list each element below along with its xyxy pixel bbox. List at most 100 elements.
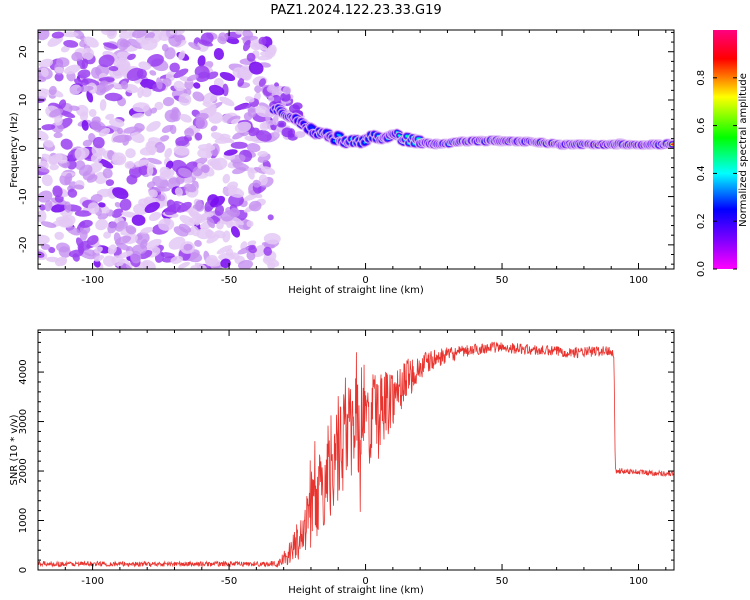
noise-blob (206, 71, 219, 80)
noise-blob (169, 62, 180, 73)
noise-blob (106, 81, 124, 89)
snr-frame (37, 329, 675, 571)
noise-blob (92, 136, 105, 149)
noise-blob (202, 102, 217, 109)
noise-blob (248, 246, 257, 254)
noise-blob (49, 164, 59, 171)
noise-blob (234, 103, 252, 110)
noise-blob (94, 246, 103, 254)
noise-blob (257, 150, 269, 157)
noise-blob (93, 259, 101, 268)
noise-blob (248, 61, 264, 75)
noise-blob (223, 149, 238, 156)
noise-blob (154, 141, 166, 153)
noise-blob (60, 45, 70, 53)
noise-blob (79, 229, 88, 241)
noise-blob (116, 127, 124, 135)
noise-blob (173, 68, 189, 79)
noise-blob (160, 30, 175, 38)
noise-blob (112, 187, 129, 200)
spectrogram-y-tick-labels: -20 -10 0 10 20 (18, 45, 29, 253)
snr-x-tick-label: 100 (629, 576, 648, 587)
noise-blob (41, 124, 56, 131)
noise-blob (54, 231, 64, 240)
noise-blob (206, 234, 220, 244)
noise-blob (131, 112, 145, 119)
spectrogram-y-axis-label: Frequency (Hz) (9, 112, 20, 188)
noise-blob (254, 85, 262, 93)
noise-blob (210, 125, 218, 132)
noise-blob (260, 51, 273, 58)
ridge-segment (336, 133, 342, 137)
noise-blob (188, 216, 207, 224)
noise-blob (194, 65, 210, 79)
noise-blob (235, 30, 243, 35)
noise-blob (119, 30, 128, 34)
noise-blob (173, 145, 190, 156)
noise-blob (48, 246, 56, 254)
noise-blob (237, 259, 254, 269)
noise-blob (38, 164, 50, 173)
noise-blob (125, 148, 136, 159)
noise-blob (268, 84, 276, 92)
noise-blob (149, 70, 157, 76)
noise-blob (119, 198, 132, 211)
noise-blob (126, 67, 144, 82)
noise-blob (268, 95, 275, 102)
noise-blob (53, 132, 63, 139)
noise-blob (220, 258, 231, 269)
snr-x-tick-label: -50 (221, 576, 237, 587)
noise-blob (164, 47, 176, 60)
spectrogram-frame (37, 29, 675, 270)
noise-blob (221, 210, 235, 222)
noise-blob (187, 207, 199, 217)
noise-blob (52, 185, 63, 198)
noise-blob (263, 246, 272, 256)
noise-blob (38, 210, 47, 223)
noise-blob (103, 42, 118, 49)
noise-blob (219, 96, 235, 107)
noise-blob (232, 67, 246, 79)
snr-series-line (38, 341, 674, 568)
noise-blob (252, 43, 268, 51)
noise-blob (83, 249, 97, 257)
spectrogram-x-tick-label: -50 (221, 275, 237, 286)
noise-blob (196, 227, 213, 240)
noise-blob (140, 37, 158, 51)
colorbar-tick-label: 0.6 (696, 118, 707, 134)
noise-blob (190, 225, 200, 237)
noise-blob (48, 85, 57, 96)
noise-blob (112, 134, 130, 143)
noise-blob (138, 164, 149, 176)
spectrogram-y-tick-label: -20 (18, 237, 29, 253)
noise-blob (214, 204, 225, 216)
noise-blob (178, 50, 186, 61)
noise-blob (247, 108, 257, 118)
noise-blob (213, 48, 225, 60)
noise-blob (63, 40, 79, 48)
noise-blob (170, 255, 183, 264)
noise-blob (38, 30, 50, 41)
noise-blob (222, 173, 231, 184)
noise-blob (150, 107, 158, 114)
spectrogram-x-tick-label: -100 (81, 275, 104, 286)
noise-blob (123, 126, 139, 134)
noise-blob (282, 86, 292, 95)
snr-y-tick-label: 0 (18, 567, 29, 573)
spectrogram-noise-region (38, 30, 306, 269)
noise-blob (69, 84, 82, 95)
noise-blob (197, 55, 206, 67)
snr-x-tick-labels: -100 -50 0 50 100 (81, 576, 648, 587)
noise-blob (51, 203, 67, 213)
noise-blob (173, 80, 185, 92)
noise-blob (210, 195, 226, 208)
spectrogram-x-tick-label: 100 (629, 275, 648, 286)
snr-y-tick-label: 4000 (18, 359, 29, 384)
noise-blob (128, 38, 143, 49)
noise-blob (258, 174, 268, 186)
noise-blob (67, 188, 78, 198)
noise-blob (138, 61, 151, 70)
noise-blob (118, 250, 134, 259)
noise-blob (88, 109, 97, 117)
noise-blob (125, 225, 137, 235)
